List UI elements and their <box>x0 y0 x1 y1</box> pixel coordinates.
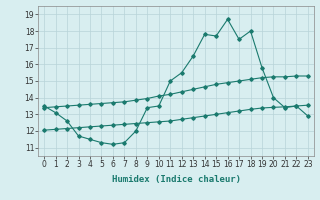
X-axis label: Humidex (Indice chaleur): Humidex (Indice chaleur) <box>111 175 241 184</box>
